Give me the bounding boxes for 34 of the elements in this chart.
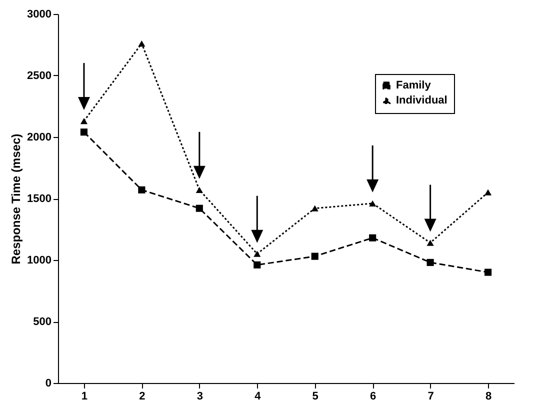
y-tick-label: 2000	[27, 132, 52, 144]
point	[484, 189, 492, 196]
point	[254, 261, 261, 268]
point	[196, 204, 203, 212]
x-tick-label: 3	[196, 390, 203, 402]
y-axis-title: Response Time (msec)	[9, 134, 24, 264]
y-tick-label: 3000	[27, 8, 52, 20]
point	[196, 186, 203, 193]
x-tick-label: 8	[485, 390, 492, 402]
x-tick-label: 7	[428, 390, 434, 402]
y-tick-label: 1000	[27, 254, 52, 266]
y-tick-label: 2500	[27, 70, 52, 82]
point	[80, 128, 88, 136]
x-tick-label: 1	[81, 390, 88, 402]
point	[138, 40, 146, 47]
point	[254, 250, 261, 257]
legend-label: Individual	[396, 94, 448, 106]
point	[426, 240, 434, 246]
x-tick-label: 4	[254, 390, 262, 402]
x-tick-label: 6	[370, 390, 376, 402]
y-tick-label: 500	[33, 316, 52, 328]
legend-label: Family	[396, 80, 432, 92]
point	[311, 205, 318, 212]
y-tick-label: 1500	[27, 193, 52, 205]
x-tick-label: 2	[139, 390, 146, 402]
point	[484, 268, 492, 276]
point	[426, 258, 434, 266]
y-tick-label: 0	[45, 378, 52, 390]
point	[369, 200, 376, 206]
point	[138, 186, 146, 194]
point	[369, 234, 376, 242]
x-tick-label: 5	[312, 390, 318, 402]
point	[311, 252, 318, 260]
point	[80, 118, 88, 124]
